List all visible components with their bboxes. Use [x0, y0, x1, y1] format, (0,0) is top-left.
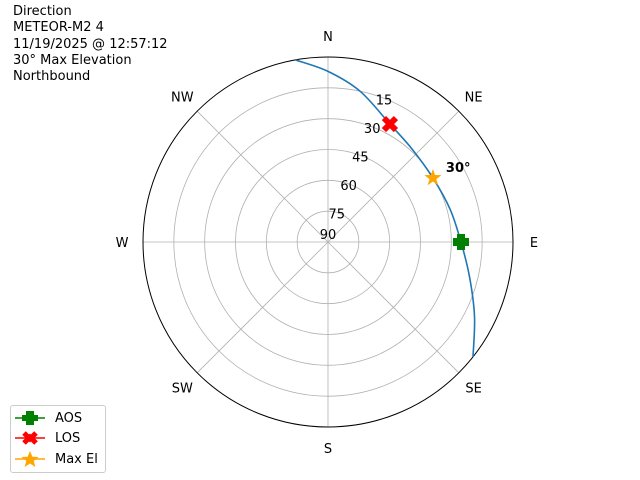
- radial-tick-label: 45: [352, 151, 369, 166]
- title-line: Direction: [13, 4, 72, 19]
- title-line: 30° Max Elevation: [13, 52, 132, 68]
- direction-label: NW: [171, 90, 194, 105]
- title-line: Northbound: [13, 69, 91, 85]
- direction-label: S: [324, 442, 332, 457]
- max-el-marker: [424, 168, 442, 186]
- title-line: METEOR-M2 4: [13, 20, 104, 36]
- direction-label: NE: [465, 90, 483, 105]
- star-marker-icon: [15, 451, 45, 467]
- direction-label: SW: [172, 382, 193, 397]
- plus-marker-icon: [15, 411, 45, 425]
- aos-marker: [452, 234, 469, 250]
- grid-spoke: [196, 110, 329, 243]
- legend-label: LOS: [55, 430, 81, 446]
- direction-label: E: [530, 236, 538, 251]
- radial-tick-label: 60: [340, 179, 357, 194]
- grid-spoke: [327, 241, 460, 374]
- chart-title: Direction METEOR-M2 4 11/19/2025 @ 12:57…: [13, 4, 168, 85]
- direction-label: W: [116, 236, 129, 251]
- max-el-annotation: 30°: [446, 161, 471, 176]
- grid-spoke: [327, 110, 460, 243]
- x-marker-icon: [15, 431, 45, 445]
- radial-tick-label: 30: [364, 122, 381, 137]
- legend-item-aos: AOS: [15, 408, 82, 428]
- title-line: 11/19/2025 @ 12:57:12: [13, 36, 168, 52]
- outer-circle: [142, 56, 514, 428]
- legend-label: Max El: [55, 451, 98, 467]
- legend-item-los: LOS: [15, 428, 80, 448]
- radial-tick-label: 75: [329, 208, 346, 223]
- radial-tick-label: 15: [376, 94, 393, 109]
- direction-label: N: [323, 30, 333, 45]
- los-marker: [381, 115, 399, 133]
- radial-tick-label: 90: [320, 228, 337, 243]
- direction-label: SE: [465, 382, 481, 397]
- grid-spoke: [196, 241, 329, 374]
- legend-label: AOS: [55, 410, 83, 426]
- legend: AOS LOS Max El: [10, 405, 106, 473]
- legend-item-max-el: Max El: [15, 449, 98, 469]
